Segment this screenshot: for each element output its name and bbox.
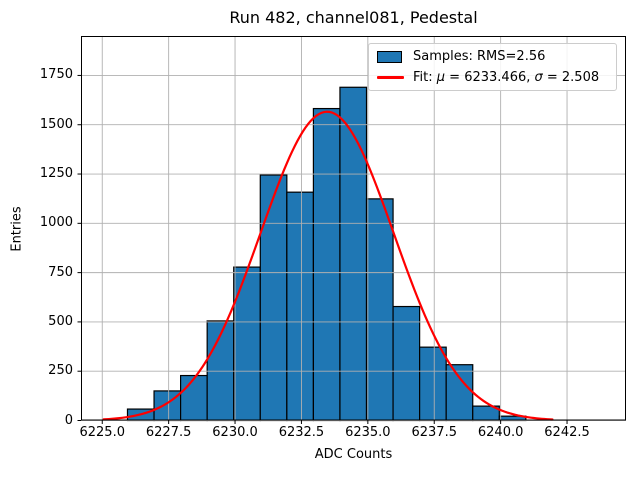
y-tick-label: 1250 <box>39 166 73 182</box>
x-tick-label: 6237.5 <box>411 425 457 440</box>
histogram-bar <box>339 86 368 422</box>
histogram-bar <box>419 346 447 422</box>
histogram-bar <box>233 266 261 422</box>
histogram-bar <box>259 174 288 422</box>
legend-handle <box>377 50 405 63</box>
histogram-bar <box>179 374 208 422</box>
histogram-swatch-icon <box>377 50 402 63</box>
histogram-bar <box>445 364 474 422</box>
y-tick-label: 500 <box>48 313 73 329</box>
legend: Samples: RMS=2.56 Fit: μ = 6233.466, σ =… <box>368 43 617 91</box>
x-axis-label: ADC Counts <box>314 447 393 462</box>
histogram-bar <box>392 305 421 422</box>
y-tick-label: 1500 <box>39 116 73 132</box>
y-tick-label: 1000 <box>39 215 73 231</box>
y-tick-label: 750 <box>48 264 73 280</box>
x-tick-label: 6227.5 <box>145 425 192 440</box>
x-tick-label: 6240.0 <box>477 425 524 440</box>
legend-entry-samples: Samples: RMS=2.56 <box>377 47 608 67</box>
y-tick-label: 250 <box>48 363 73 379</box>
histogram-bar <box>312 107 341 422</box>
y-tick-label: 0 <box>64 412 73 428</box>
histogram-bar <box>365 198 394 422</box>
x-tick-label: 6225.0 <box>79 425 125 440</box>
chart-title: Run 482, channel081, Pedestal <box>229 8 478 27</box>
plot-frame <box>81 36 626 421</box>
histogram-plot <box>77 36 626 424</box>
legend-entry-fit: Fit: μ = 6233.466, σ = 2.508 <box>377 67 608 87</box>
legend-fit-label: Fit: μ = 6233.466, σ = 2.508 <box>413 69 600 85</box>
x-tick-label: 6232.5 <box>278 425 325 440</box>
x-tick-label: 6242.5 <box>544 425 590 440</box>
plot-area <box>77 36 626 424</box>
y-tick-label: 1750 <box>39 67 73 83</box>
legend-handle <box>377 75 405 79</box>
fit-line-swatch-icon <box>377 75 404 79</box>
fit-curve <box>102 110 554 421</box>
x-tick-label: 6235.0 <box>345 425 391 440</box>
legend-samples-label: Samples: RMS=2.56 <box>413 49 546 65</box>
x-tick-label: 6230.0 <box>212 425 258 440</box>
histogram-bar <box>286 191 314 422</box>
